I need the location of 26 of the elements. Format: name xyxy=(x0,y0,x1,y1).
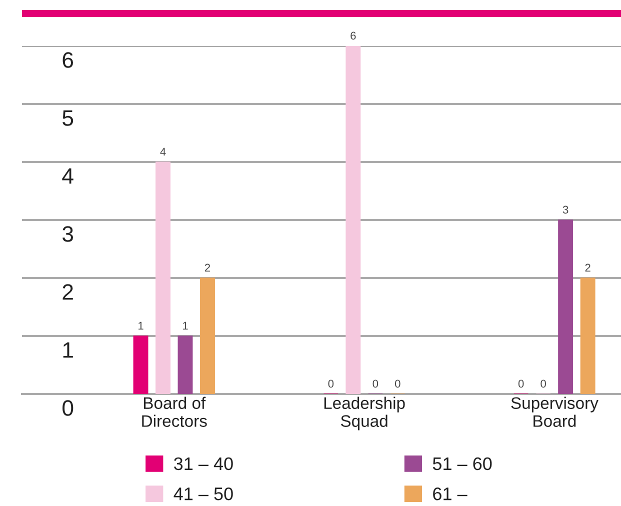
data-label: 3 xyxy=(562,206,568,214)
data-label: 2 xyxy=(585,264,590,272)
x-tick-label: Supervisory Board xyxy=(511,396,598,427)
data-label: 4 xyxy=(160,148,166,156)
data-label: 0 xyxy=(518,380,524,388)
y-tick-label: 6 xyxy=(62,52,74,68)
data-label: 1 xyxy=(183,322,188,330)
y-tick-label: 0 xyxy=(62,400,74,416)
x-tick-label: Board of Directors xyxy=(142,396,207,427)
data-label: 6 xyxy=(350,32,356,40)
legend-label: 51 – 60 xyxy=(432,457,492,470)
y-tick-label: 4 xyxy=(62,168,74,184)
legend-label: 31 – 40 xyxy=(174,457,233,470)
data-label: 0 xyxy=(540,380,546,388)
y-tick-label: 3 xyxy=(62,226,74,242)
data-label: 1 xyxy=(138,322,144,330)
x-tick-label: Leadership Squad xyxy=(324,396,405,430)
y-tick-label: 5 xyxy=(62,110,74,126)
y-tick-label: 2 xyxy=(62,284,73,300)
data-label: 0 xyxy=(372,380,378,388)
legend-label: 41 – 50 xyxy=(174,487,233,500)
data-label: 2 xyxy=(204,264,210,272)
y-tick-label: 1 xyxy=(63,342,73,358)
legend-label: 61 – xyxy=(433,487,468,500)
data-label: 0 xyxy=(395,380,400,388)
data-label: 0 xyxy=(328,380,334,388)
